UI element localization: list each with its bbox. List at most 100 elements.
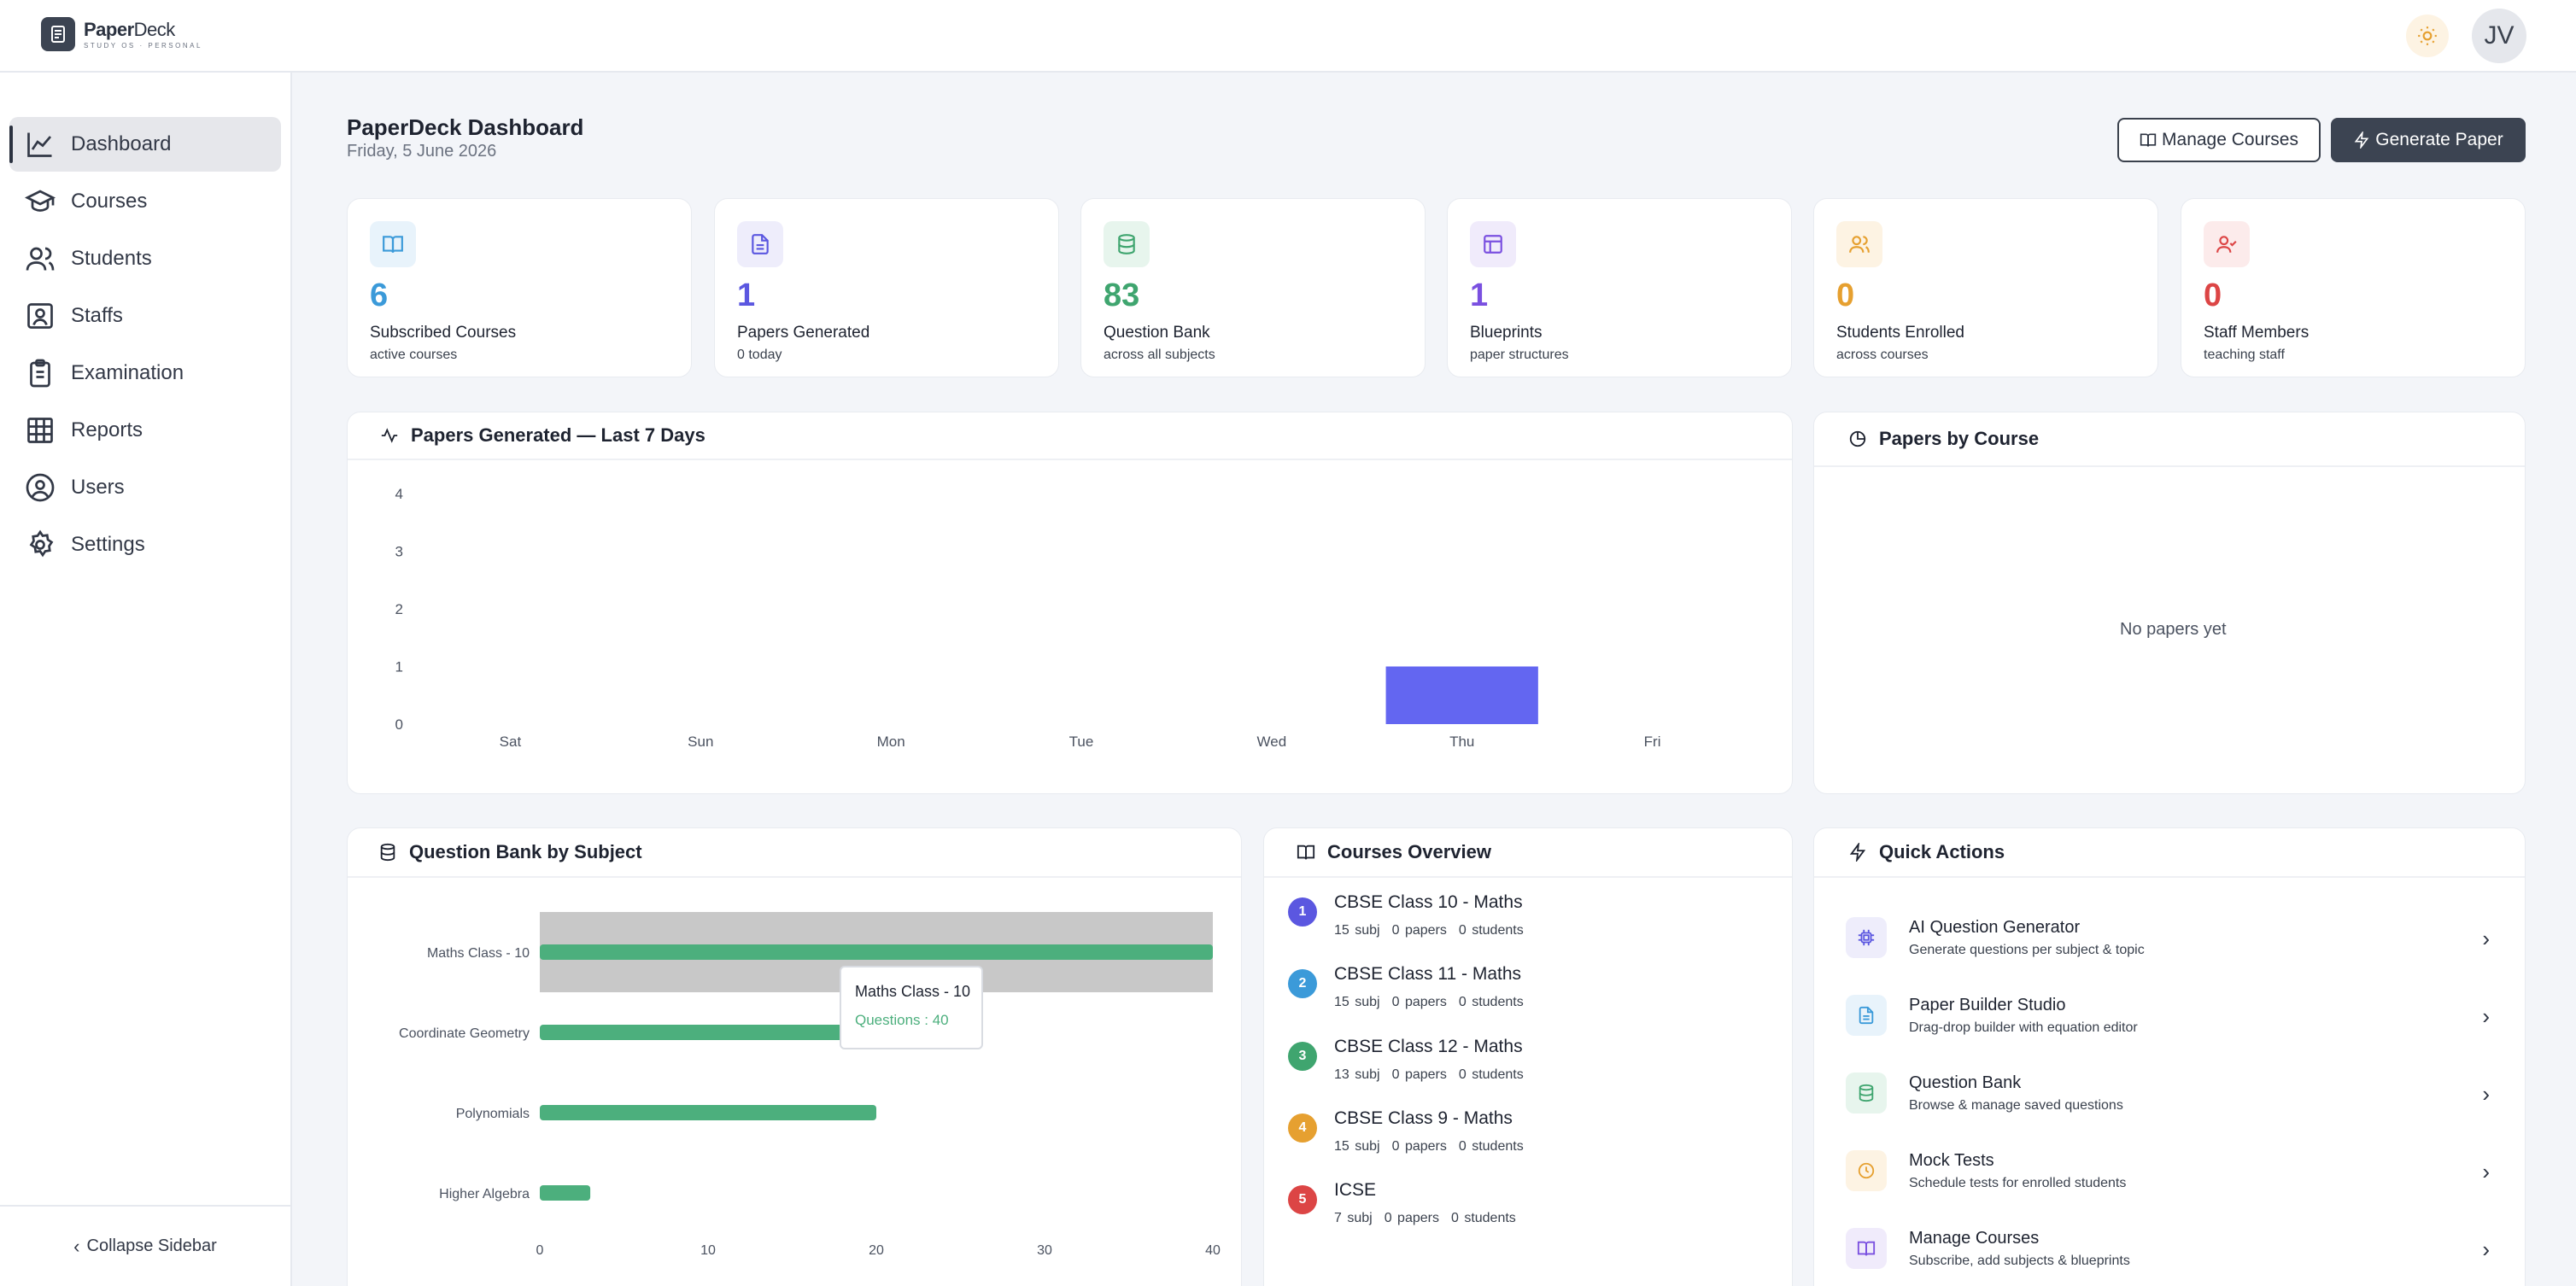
sidebar-item-settings[interactable]: Settings <box>9 517 281 572</box>
quick-action-manage-courses[interactable]: Manage Courses Subscribe, add subjects & … <box>1846 1218 2495 1279</box>
manage-courses-label: Manage Courses <box>2162 130 2298 149</box>
quick-action-question-bank[interactable]: Question Bank Browse & manage saved quest… <box>1846 1062 2495 1124</box>
generate-paper-button[interactable]: Generate Paper <box>2331 118 2526 162</box>
page-date: Friday, 5 June 2026 <box>347 142 497 161</box>
user-circle-icon <box>26 473 55 502</box>
quick-actions-header: Quick Actions <box>1814 828 2525 878</box>
stat-card-question-bank[interactable]: 83 Question Bank across all subjects <box>1080 198 1426 377</box>
course-name: CBSE Class 9 - Maths <box>1334 1108 1513 1128</box>
stat-card-staff-members[interactable]: 0 Staff Members teaching staff <box>2181 198 2526 377</box>
courses-overview-panel: Courses Overview <box>1263 827 1793 1286</box>
clipboard-icon <box>30 359 50 388</box>
x-tick-label: Sat <box>500 734 522 750</box>
tooltip-title: Maths Class - 10 <box>855 983 971 1000</box>
avatar[interactable]: JV <box>2472 9 2526 63</box>
stat-label: Subscribed Courses <box>370 324 517 342</box>
x-tick-label: 0 <box>536 1243 544 1258</box>
quick-action-mock-tests[interactable]: Mock Tests Schedule tests for enrolled st… <box>1846 1140 2495 1201</box>
book-icon <box>1857 1241 1876 1256</box>
quick-action-paper-builder-studio[interactable]: Paper Builder Studio Drag-drop builder wi… <box>1846 985 2495 1046</box>
collapse-sidebar-button[interactable]: ‹ Collapse Sidebar <box>0 1205 290 1286</box>
x-tick-label: Tue <box>1069 734 1094 750</box>
stat-card-blueprints[interactable]: 1 Blueprints paper structures <box>1447 198 1792 377</box>
stat-sub: 0 today <box>737 348 782 362</box>
papers-generated-header: Papers Generated — Last 7 Days <box>348 412 1792 460</box>
stat-icon-box <box>2204 221 2250 267</box>
quick-action-icon-box <box>1846 1228 1887 1269</box>
x-tick-label: 30 <box>1037 1243 1052 1258</box>
user-check-icon <box>2216 236 2237 253</box>
course-students: 0 students <box>1458 923 1524 938</box>
course-name: CBSE Class 12 - Maths <box>1334 1037 1523 1056</box>
logo-name: PaperDeck <box>84 19 175 40</box>
quick-action-subtitle: Browse & manage saved questions <box>1909 1097 2123 1113</box>
theme-toggle-button[interactable] <box>2406 15 2449 57</box>
course-subjects: 7 subj <box>1334 1211 1373 1225</box>
course-item-5[interactable]: 5 ICSE 7 subj 0 papers 0 students <box>1288 1180 1528 1226</box>
quick-action-subtitle: Subscribe, add subjects & blueprints <box>1909 1253 2130 1268</box>
quick-action-subtitle: Drag-drop builder with equation editor <box>1909 1020 2138 1035</box>
quick-action-ai-question-generator[interactable]: AI Question Generator Generate questions … <box>1846 907 2495 968</box>
sidebar-item-students[interactable]: Students <box>9 231 281 286</box>
sidebar-item-users[interactable]: Users <box>9 460 281 515</box>
stat-sub: paper structures <box>1470 348 1569 362</box>
stat-sub: active courses <box>370 348 458 362</box>
course-number-badge: 4 <box>1288 1114 1317 1143</box>
sidebar-item-label: Staffs <box>71 304 123 327</box>
stat-icon-box <box>1836 221 1882 267</box>
app-logo[interactable]: PaperDeck STUDY OS · PERSONAL <box>41 17 202 51</box>
users-icon <box>26 247 55 271</box>
stat-label: Papers Generated <box>737 324 870 342</box>
stat-value: 1 <box>1470 278 1489 313</box>
clock-icon <box>1858 1162 1875 1179</box>
course-number-badge: 5 <box>1288 1185 1317 1214</box>
lightning-icon <box>2354 132 2369 149</box>
course-item-1[interactable]: 1 CBSE Class 10 - Maths 15 subj 0 papers 0… <box>1288 892 1536 938</box>
course-papers: 0 papers <box>1391 1067 1447 1082</box>
stat-card-students-enrolled[interactable]: 0 Students Enrolled across courses <box>1813 198 2158 377</box>
stat-value: 0 <box>1836 278 1855 313</box>
database-icon <box>1859 1084 1874 1102</box>
course-papers: 0 papers <box>1384 1211 1439 1225</box>
y-tick-label: 3 <box>395 544 403 560</box>
course-subjects: 15 subj <box>1334 1139 1380 1154</box>
stat-card-subscribed-courses[interactable]: 6 Subscribed Courses active courses <box>347 198 692 377</box>
course-item-2[interactable]: 2 CBSE Class 11 - Maths 15 subj 0 papers 0… <box>1288 964 1536 1010</box>
question-bank-header: Question Bank by Subject <box>348 828 1241 878</box>
quick-action-title: Mock Tests <box>1909 1150 1994 1170</box>
sidebar-item-reports[interactable]: Reports <box>9 403 281 458</box>
y-tick-label: Coordinate Geometry <box>399 1026 530 1041</box>
chevron-right-icon: › <box>2482 1081 2490 1107</box>
tooltip-value: Questions : 40 <box>855 1012 949 1028</box>
stat-label: Question Bank <box>1104 324 1210 342</box>
sidebar-item-staffs[interactable]: Staffs <box>9 289 281 343</box>
book-icon <box>1297 845 1315 860</box>
chart-tooltip: Maths Class - 10 Questions : 40 <box>840 966 983 1049</box>
course-item-3[interactable]: 3 CBSE Class 12 - Maths 13 subj 0 papers 0… <box>1288 1037 1536 1083</box>
course-papers: 0 papers <box>1391 1139 1447 1154</box>
chevron-right-icon: › <box>2482 1236 2490 1262</box>
quick-actions-panel: Quick Actions <box>1813 827 2526 1286</box>
course-subjects: 15 subj <box>1334 923 1380 938</box>
chevron-right-icon: › <box>2482 1159 2490 1184</box>
sidebar-item-label: Examination <box>71 361 184 384</box>
sidebar-item-courses[interactable]: Courses <box>9 174 281 229</box>
stat-card-papers-generated[interactable]: 1 Papers Generated 0 today <box>714 198 1059 377</box>
sidebar-item-label: Courses <box>71 190 148 213</box>
courses-overview-header: Courses Overview <box>1264 828 1792 878</box>
x-tick-label: Wed <box>1257 734 1287 750</box>
sidebar-item-dashboard[interactable]: Dashboard <box>9 117 281 172</box>
sidebar-item-examination[interactable]: Examination <box>9 346 281 400</box>
y-tick-label: Maths Class - 10 <box>427 946 530 961</box>
bar <box>1385 666 1538 724</box>
graduation-cap-icon <box>25 190 56 212</box>
course-item-4[interactable]: 4 CBSE Class 9 - Maths 15 subj 0 papers 0 … <box>1288 1108 1536 1154</box>
papers-generated-title: Papers Generated — Last 7 Days <box>411 424 705 446</box>
database-icon <box>1118 234 1135 254</box>
quick-actions-title: Quick Actions <box>1879 841 2005 862</box>
file-icon <box>1859 1006 1874 1025</box>
course-papers: 0 papers <box>1391 995 1447 1009</box>
logo-subtitle: STUDY OS · PERSONAL <box>84 42 202 50</box>
manage-courses-button[interactable]: Manage Courses <box>2117 118 2321 162</box>
chevron-right-icon: › <box>2482 1003 2490 1029</box>
